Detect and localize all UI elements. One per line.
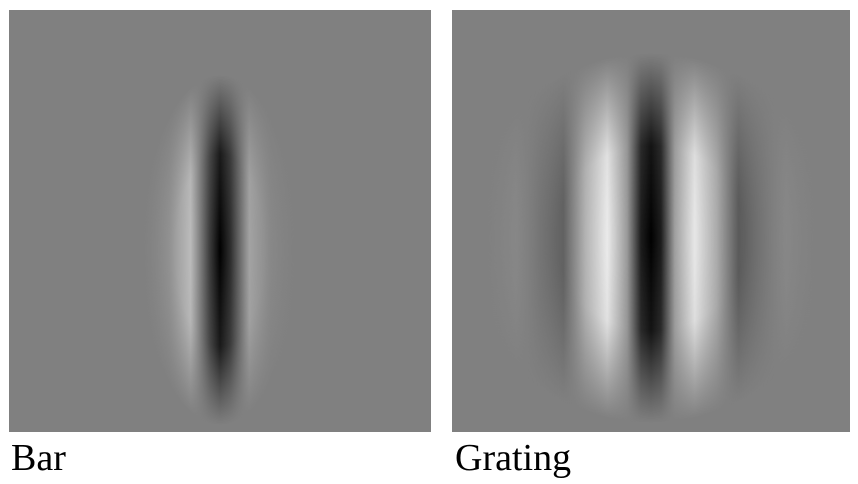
grating-stimulus-panel xyxy=(452,10,850,432)
bar-caption: Bar xyxy=(11,437,66,479)
grating-gabor-image xyxy=(452,10,850,432)
bar-stimulus-panel xyxy=(9,10,431,432)
bar-gabor-image xyxy=(9,10,431,432)
grating-caption: Grating xyxy=(455,437,572,479)
